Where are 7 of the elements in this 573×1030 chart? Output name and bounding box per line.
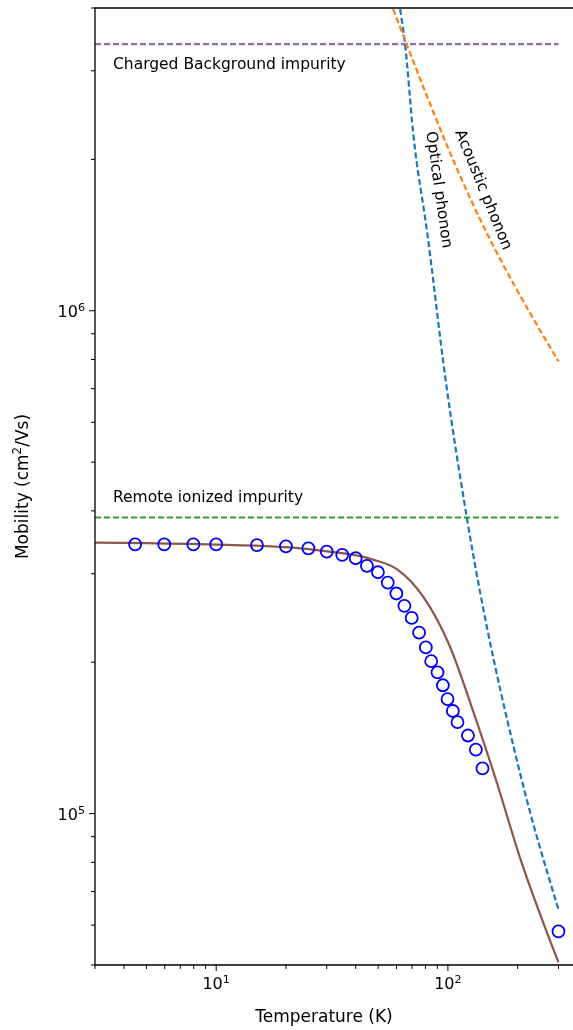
y-tick-label: 10$^{6}$ [57, 300, 85, 321]
series-label: Remote ionized impurity [113, 488, 304, 507]
x-tick-label: 10$^{2}$ [434, 972, 462, 993]
series-label: Charged Background impurity [113, 54, 346, 73]
x-axis-title: Temperature (K) [254, 1006, 393, 1026]
y-tick-label: 10$^{5}$ [57, 803, 85, 824]
x-tick-label: 10$^{1}$ [202, 972, 230, 993]
